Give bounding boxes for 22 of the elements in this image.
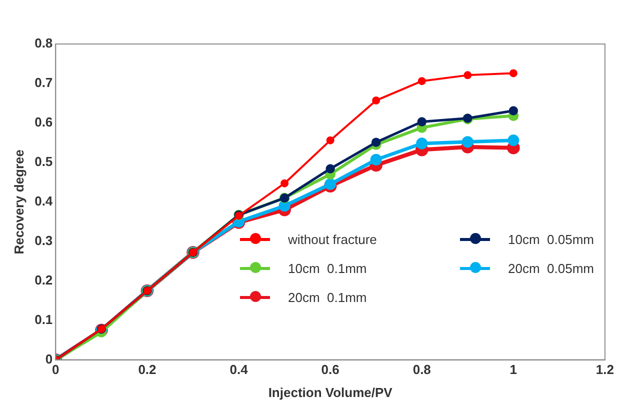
x-tick-label: 0.2 (138, 362, 156, 378)
x-tick-label: 0.6 (321, 362, 340, 378)
y-tick-label: 0.5 (34, 154, 53, 170)
x-axis-title: Injection Volume/PV (268, 384, 393, 400)
x-tick-label: 0.4 (230, 362, 249, 378)
y-tick-label: 0.2 (34, 272, 53, 288)
x-tick-label: 1 (510, 362, 518, 378)
y-tick-label: 0 (45, 351, 53, 366)
y-tick-label: 0.4 (34, 193, 54, 208)
y-tick-label: 0.7 (34, 75, 53, 90)
x-tick-label: 0.8 (412, 362, 431, 378)
legend-label: 20cm 0.05mm (508, 261, 594, 276)
y-tick-label: 0.1 (34, 312, 53, 327)
x-tick-label: 1.2 (596, 362, 614, 378)
legend-label: without fracture (288, 232, 377, 247)
y-tick-label: 0.6 (34, 114, 53, 130)
y-tick-label: 0.8 (34, 36, 53, 51)
legend-label: 10cm 0.1mm (288, 261, 367, 276)
legend-label: 10cm 0.05mm (508, 232, 594, 247)
legend-label: 20cm 0.1mm (288, 290, 367, 305)
y-axis-title: Recovery degree (11, 150, 26, 254)
y-tick-label: 0.3 (34, 232, 53, 248)
